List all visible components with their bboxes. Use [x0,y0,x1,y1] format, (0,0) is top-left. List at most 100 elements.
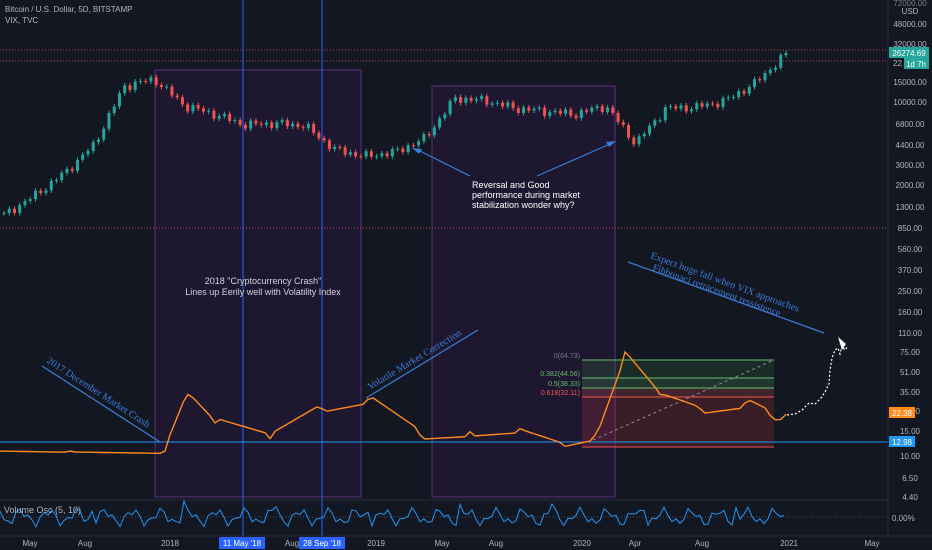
candle-body [249,120,253,129]
time-tick-label: May [434,539,449,548]
candle-body [543,107,547,116]
time-tick-label: 2021 [780,539,798,548]
candle-body [532,108,536,111]
time-tick-label: Aug [78,539,92,548]
fib-label-382: 0.382(44.56) [540,371,580,378]
candle-body [642,133,646,137]
candle-body [779,55,783,68]
reversal-line-3: stabilization wonder why? [472,200,575,210]
candle-body [60,172,64,181]
candle-body [238,120,242,125]
candle-body [380,153,384,157]
candle-body [569,109,573,116]
candle-body [516,108,520,113]
price-tick-label: 110.00 [898,329,922,338]
candle-body [422,134,426,142]
candle-body [401,148,405,153]
price-tick-label: 10000.00 [893,98,927,107]
candle-body [548,112,552,116]
candle-body [333,146,337,150]
price-tick-label: 250.00 [898,287,923,296]
candle-body [212,110,216,119]
arrow-left-line [417,149,471,177]
candle-body [170,86,174,96]
time-axis[interactable]: May Aug 2018 Aug 2019 May Aug 2020 Apr Aug 2021 May [22,539,879,548]
candle-body [506,102,510,107]
price-tick-label: 51.00 [900,368,921,377]
candle-body [406,145,410,153]
projection-arrow-head [838,337,846,350]
candle-body [579,110,583,119]
candle-body [159,84,163,87]
vix-hline-label-box [889,436,915,447]
candle-body [721,98,725,108]
cursor-label-1: 11 May '18 [223,539,262,548]
candle-body [123,85,127,94]
candle-body [264,122,268,125]
currency-label: USD [902,7,919,16]
fib-zone-5 [582,388,774,397]
price-tick-label: 4.40 [902,493,918,502]
time-tick-label: Aug [285,539,299,548]
candle-body [359,156,363,158]
candle-body [753,79,757,87]
price-tick-label: 15.00 [900,427,921,436]
candle-body [474,98,478,101]
candle-body [737,91,741,98]
candle-body [348,152,352,155]
candle-body [616,112,620,123]
candle-body [459,97,463,103]
candle-body [201,108,205,112]
candle-body [296,123,300,128]
candle-body [75,159,79,171]
vix-projection [786,344,849,416]
vix-hline-label: 12.98 [892,438,913,447]
candle-body [438,118,442,128]
candle-body [632,137,636,145]
candles-group [2,50,788,216]
price-tick-label: 6.50 [902,474,918,483]
candle-body [186,104,190,112]
time-tick-label: Aug [489,539,503,548]
candle-body [165,86,169,88]
candle-body [627,124,631,138]
candle-body [574,115,578,119]
candle-body [91,142,95,151]
price-tick-label: 75.00 [900,348,921,357]
candle-body [511,102,515,109]
price-tick-label: 10.00 [900,452,921,461]
price-tick-label: 1300.00 [896,203,925,212]
price-label-small: 22 [893,59,902,68]
fib-label-0: 0(64.73) [554,353,580,360]
expect-line [627,261,825,334]
time-tick-label: 2019 [367,539,385,548]
candle-body [354,152,358,157]
candle-body [117,93,121,107]
candle-body [705,103,709,107]
candle-body [674,106,678,109]
candle-body [259,123,263,125]
candle-body [700,103,704,107]
price-axis-top-clip: 72000.00 [893,0,927,8]
candle-body [679,105,683,109]
candle-body [233,120,237,122]
candle-body [417,141,421,146]
price-tick-label: 35.00 [900,388,921,397]
candle-body [301,127,305,129]
candle-body [648,125,652,134]
time-tick-label: Apr [629,539,642,548]
candle-body [427,134,431,136]
candle-body [690,109,694,112]
candle-body [228,114,232,121]
candle-body [191,105,195,112]
chart-title: Bitcoin / U.S. Dollar, 5D, BITSTAMP [5,5,132,14]
reversal-line-2: performance during market [472,190,581,200]
candle-body [453,97,457,101]
fib-trend-line [592,359,775,441]
candle-body [70,168,74,171]
candle-body [501,102,505,107]
candle-body [217,116,221,119]
candle-body [128,85,132,90]
vix-label-box [889,407,915,418]
